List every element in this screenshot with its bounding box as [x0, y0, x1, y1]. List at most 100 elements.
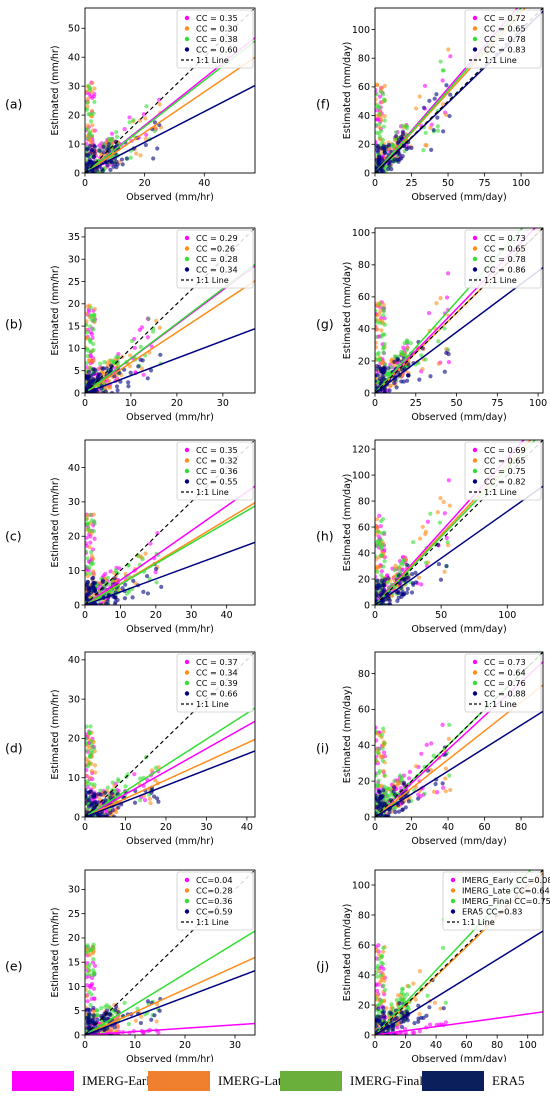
- data-point: [379, 573, 384, 578]
- y-tick-label: 40: [358, 548, 370, 559]
- data-point: [378, 524, 383, 529]
- data-point: [424, 1013, 429, 1018]
- data-point: [413, 764, 419, 769]
- data-point: [400, 132, 406, 137]
- data-point: [141, 112, 147, 117]
- data-point: [106, 148, 112, 154]
- data-point: [85, 580, 90, 585]
- x-tick-label: 10: [119, 822, 131, 833]
- regression-line: [85, 750, 255, 817]
- panel-f: 0 25 50 75 100 0 20 40 60 80 100 Observed (mm/day) E…: [316, 7, 544, 203]
- data-point: [423, 560, 428, 565]
- data-point: [375, 578, 380, 583]
- data-point: [85, 127, 90, 132]
- data-point: [85, 994, 89, 999]
- legend-swatch: [12, 1071, 74, 1091]
- regression-line: [85, 84, 255, 173]
- data-point: [407, 769, 413, 774]
- x-tick-label: 0: [372, 822, 378, 833]
- data-point: [380, 961, 386, 967]
- y-tick-label: 10: [68, 139, 80, 150]
- data-point: [88, 775, 93, 780]
- data-point: [375, 327, 380, 332]
- legend-marker: [184, 877, 190, 883]
- data-point: [375, 373, 378, 379]
- data-point: [92, 763, 98, 768]
- data-point: [426, 310, 432, 316]
- legend-entry: CC = 0.29: [196, 233, 238, 243]
- data-point: [440, 945, 446, 950]
- x-axis-label: Observed (mm/hr): [126, 1054, 214, 1062]
- data-point: [154, 796, 160, 801]
- data-point: [85, 535, 89, 540]
- data-point: [126, 380, 131, 385]
- plot-area: [85, 440, 255, 605]
- y-axis-label: Estimated (mm/day): [342, 42, 353, 140]
- data-point: [423, 357, 428, 362]
- data-point: [401, 997, 407, 1003]
- data-point: [375, 725, 378, 730]
- data-point: [102, 360, 107, 365]
- y-tick-label: 20: [68, 933, 80, 944]
- data-point: [394, 130, 399, 135]
- data-point: [122, 596, 128, 601]
- legend-label: IMERG-Early: [82, 1073, 157, 1088]
- data-point: [382, 322, 387, 327]
- data-point: [106, 145, 111, 150]
- data-point: [144, 573, 150, 579]
- regression-line: [375, 710, 543, 817]
- data-point: [414, 106, 419, 111]
- axes-frame: [374, 7, 544, 174]
- legend-item-era5: ERA5: [422, 1070, 525, 1092]
- data-point: [112, 161, 118, 166]
- axes-frame: [374, 869, 544, 1036]
- panel-c: 0 10 20 30 40 0 10 20 30 40 Observed (mm/hr) Estima…: [5, 439, 256, 635]
- data-point: [153, 765, 158, 770]
- data-point: [413, 580, 419, 585]
- data-point: [107, 810, 113, 815]
- data-point: [88, 1003, 93, 1008]
- data-point: [446, 478, 451, 483]
- data-point: [401, 558, 406, 563]
- panel-a: 0 20 40 0 10 20 30 40 50 Observed (mm/hr) Estimate…: [5, 7, 256, 203]
- data-point: [143, 116, 148, 121]
- data-point: [88, 305, 93, 310]
- data-point: [441, 785, 446, 790]
- data-point: [378, 94, 383, 99]
- data-point: [379, 328, 384, 333]
- data-point: [91, 1013, 96, 1018]
- x-tick-label: 50: [451, 398, 463, 409]
- data-point: [91, 347, 96, 353]
- legend-marker: [472, 36, 478, 42]
- legend-entry: CC=0.36: [196, 896, 233, 906]
- data-point: [416, 575, 422, 580]
- panel-h: 0 50 100 0 20 40 60 80 100 120 Observed (mm/day) Es…: [316, 439, 544, 635]
- data-point: [375, 139, 378, 144]
- y-tick-label: 60: [358, 522, 370, 533]
- data-point: [422, 791, 427, 796]
- data-point: [401, 345, 406, 350]
- data-point: [404, 562, 410, 568]
- data-point: [130, 595, 135, 600]
- data-point: [127, 120, 132, 125]
- data-point: [386, 576, 391, 581]
- data-point: [382, 150, 387, 155]
- legend-frame: [176, 441, 254, 501]
- data-point: [138, 1020, 144, 1026]
- regression-line: [85, 1022, 255, 1035]
- x-tick-label: 60: [479, 822, 491, 833]
- data-point: [375, 352, 380, 357]
- data-point: [85, 793, 88, 798]
- data-point: [417, 94, 422, 99]
- data-point: [393, 805, 398, 810]
- y-tick-label: 0: [74, 1030, 80, 1041]
- data-point: [397, 581, 402, 586]
- y-tick-label: 20: [68, 299, 80, 310]
- data-point: [375, 105, 381, 110]
- data-point: [435, 510, 440, 515]
- data-point: [85, 767, 89, 773]
- data-point: [136, 364, 141, 369]
